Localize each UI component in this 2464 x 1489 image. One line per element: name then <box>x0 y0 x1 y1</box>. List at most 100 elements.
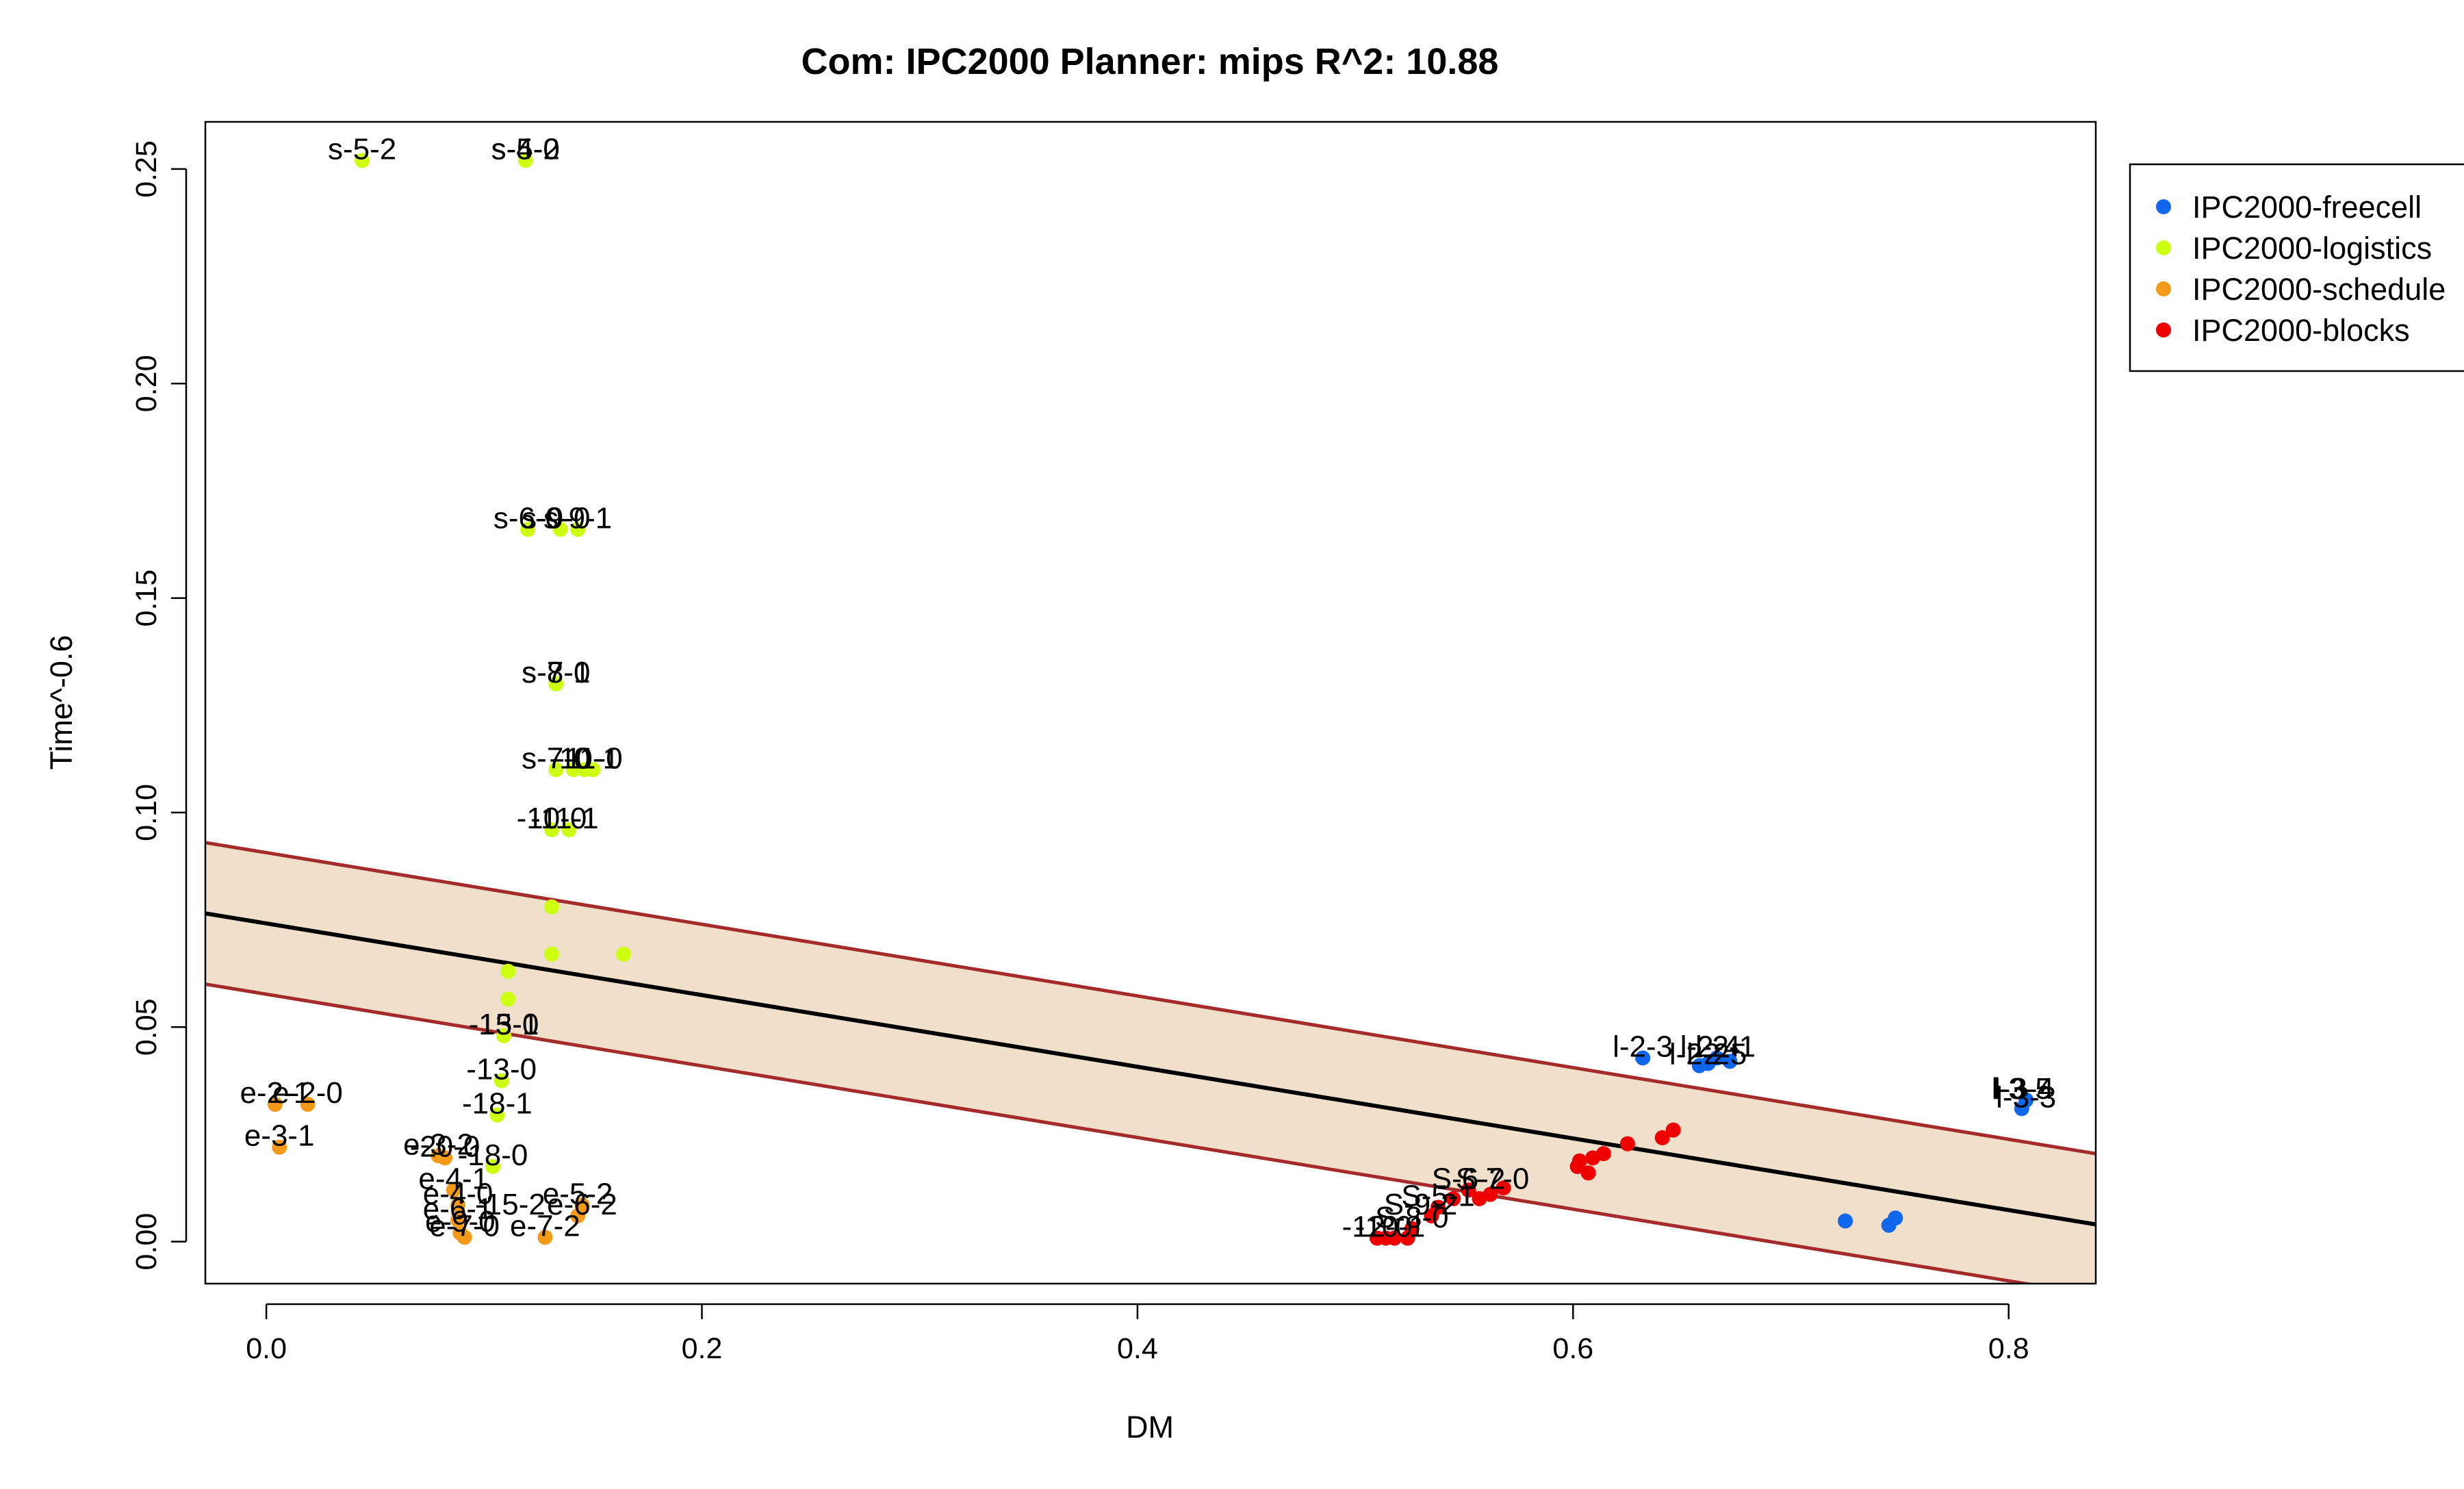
legend-label: IPC2000-blocks <box>2192 313 2410 348</box>
point-ipc2000-blocks <box>1430 1199 1446 1215</box>
point-labels: s-5-2 s-4-2s-5-0 s-6-0s-9-0s-9-1 s-7-1s-8-0… <box>240 132 2056 1243</box>
y-axis: 0.00 0.05 0.10 0.15 0.20 0.25 <box>130 140 188 1271</box>
point-label: s-9-0 <box>522 501 590 535</box>
y-axis-title: Time^-0.6 <box>44 635 79 770</box>
point-label: e-9-0 <box>425 1205 496 1238</box>
point-label: S-5-1 <box>1401 1179 1475 1212</box>
point-label: -18-1 <box>462 1087 532 1121</box>
point-label: S-7-0 <box>1456 1162 1530 1195</box>
point-ipc2000-schedule <box>450 1212 466 1228</box>
point-ipc2000-schedule <box>272 1139 287 1155</box>
point-ipc2000-logistics <box>543 946 559 962</box>
point-ipc2000-blocks <box>1595 1146 1611 1162</box>
y-tick-label: 0.15 <box>130 570 163 627</box>
legend-marker <box>2156 240 2171 255</box>
point-label: e-6-2 <box>547 1188 617 1221</box>
point-ipc2000-freecell <box>1709 1050 1725 1066</box>
point-label: s-9-1 <box>543 501 612 535</box>
point-ipc2000-blocks <box>1461 1182 1476 1198</box>
point-ipc2000-logistics <box>485 1158 501 1174</box>
point-ipc2000-schedule <box>537 1230 553 1245</box>
point-label: l-3-3 <box>1996 1080 2056 1114</box>
point-ipc2000-freecell <box>1635 1050 1651 1066</box>
chart-title: Com: IPC2000 Planner: mips R^2: 10.88 <box>801 41 1499 82</box>
legend-marker <box>2156 199 2171 214</box>
point-label: l-2-5 <box>1686 1038 1747 1071</box>
x-tick-label: 0.4 <box>1117 1332 1158 1365</box>
regression-line-group <box>205 911 2096 1227</box>
point-label: S-6-2 <box>1432 1162 1506 1195</box>
point-ipc2000-logistics <box>615 946 631 962</box>
point-label: s-8-0 <box>522 656 590 689</box>
data-points <box>267 153 2034 1246</box>
legend-box <box>2129 163 2464 372</box>
point-label: -13-0 <box>466 1053 537 1086</box>
point-ipc2000-logistics <box>355 153 370 168</box>
point-ipc2000-logistics <box>496 1028 511 1043</box>
point-ipc2000-logistics <box>585 762 601 778</box>
point-ipc2000-schedule <box>450 1197 466 1213</box>
point-ipc2000-blocks <box>1404 1221 1420 1236</box>
point-ipc2000-logistics <box>548 762 564 778</box>
point-ipc2000-schedule <box>300 1097 316 1112</box>
legend: IPC2000-freecell IPC2000-logistics IPC2000… <box>2129 163 2464 372</box>
point-label: s-6-0 <box>493 501 562 535</box>
point-label: s-5-0 <box>491 132 560 166</box>
point-label: -12-0 <box>1342 1210 1413 1244</box>
point-label: -10-0 <box>517 802 587 835</box>
point-label: s-7-0 <box>522 741 590 775</box>
point-label: s-7-1 <box>522 656 590 689</box>
point-label: -10-1 <box>1355 1210 1426 1244</box>
point-ipc2000-blocks <box>1571 1153 1587 1169</box>
point-ipc2000-blocks <box>1665 1122 1681 1138</box>
point-label: e-2-0 <box>272 1076 343 1110</box>
point-label: l-3-5 <box>1992 1072 2052 1106</box>
point-ipc2000-freecell <box>1838 1213 1853 1229</box>
legend-label: IPC2000-freecell <box>2192 190 2422 225</box>
point-ipc2000-blocks <box>1654 1130 1670 1145</box>
point-label: -11-1 <box>530 802 598 835</box>
y-tick-label: 0.25 <box>130 140 163 198</box>
point-label: S-9-2 <box>1384 1188 1458 1221</box>
point-ipc2000-logistics <box>517 153 533 168</box>
y-tick-label: 0.20 <box>130 355 163 412</box>
point-ipc2000-schedule <box>437 1150 453 1166</box>
point-ipc2000-blocks <box>1483 1186 1498 1202</box>
point-label: e-3-2 <box>403 1128 474 1161</box>
point-ipc2000-schedule <box>457 1230 472 1245</box>
point-ipc2000-blocks <box>1619 1136 1635 1151</box>
band-lower-edge <box>205 982 2036 1284</box>
point-label: l-2-1 <box>1695 1030 1756 1063</box>
point-ipc2000-logistics <box>561 822 577 837</box>
point-label: -10-1 <box>549 741 619 775</box>
point-label: l-2-4 <box>1680 1030 1741 1063</box>
point-ipc2000-logistics <box>519 522 535 537</box>
legend-marker <box>2156 322 2171 338</box>
point-ipc2000-schedule <box>574 1197 590 1213</box>
y-tick-label: 0.05 <box>130 998 163 1056</box>
point-ipc2000-logistics <box>489 1107 505 1123</box>
legend-label: IPC2000-logistics <box>2192 231 2432 266</box>
x-tick-label: 0.8 <box>1988 1332 2029 1365</box>
point-label: e-3-1 <box>244 1119 315 1153</box>
point-ipc2000-schedule <box>267 1097 283 1112</box>
point-label: e-5-2 <box>543 1177 613 1210</box>
point-label: l-2-2 <box>1669 1038 1730 1071</box>
point-label: -18-0 <box>458 1138 528 1172</box>
plot-frame <box>204 120 2097 1285</box>
x-tick-label: 0.0 <box>246 1332 287 1365</box>
point-ipc2000-logistics <box>565 762 581 778</box>
point-label: e-7-0 <box>429 1209 500 1243</box>
point-ipc2000-freecell <box>1888 1210 1903 1226</box>
point-label: l-2-3 <box>1613 1030 1673 1063</box>
point-label: -20-0 <box>410 1130 480 1163</box>
point-ipc2000-logistics <box>543 822 559 837</box>
legend-label: IPC2000-schedule <box>2192 272 2446 307</box>
point-ipc2000-logistics <box>493 1073 509 1089</box>
x-tick-label: 0.6 <box>1552 1332 1593 1365</box>
y-tick-label: 0.00 <box>130 1213 163 1271</box>
point-ipc2000-blocks <box>1446 1191 1461 1206</box>
point-label: s-4-2 <box>491 132 560 166</box>
point-label: S-8-0 <box>1375 1201 1449 1234</box>
